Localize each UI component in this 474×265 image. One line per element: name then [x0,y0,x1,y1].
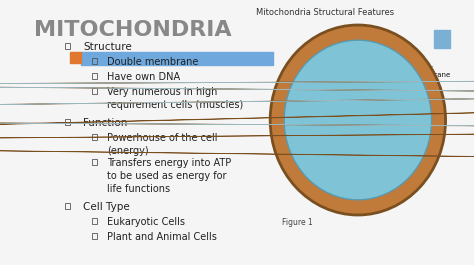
Ellipse shape [0,137,474,173]
Ellipse shape [0,76,474,124]
Text: Function: Function [83,118,128,128]
Text: Inner
Membrane: Inner Membrane [383,45,420,58]
Bar [434,30,450,48]
Bar [65,203,70,209]
Text: Very numerous in high
requirement cells (muscles): Very numerous in high requirement cells … [107,87,243,110]
Ellipse shape [0,77,474,103]
Text: MITOCHONDRIA: MITOCHONDRIA [34,20,231,40]
Ellipse shape [0,86,474,114]
Bar [92,134,97,139]
Ellipse shape [0,67,474,97]
Text: Cell Type: Cell Type [83,202,130,212]
Text: Matrix: Matrix [281,155,302,161]
Ellipse shape [0,101,474,149]
Bar [92,88,97,94]
Bar [92,233,97,238]
Text: Transfers energy into ATP
to be used as energy for
life functions: Transfers energy into ATP to be used as … [107,158,231,194]
Bar [70,52,81,63]
Ellipse shape [0,69,474,111]
Bar [65,119,70,125]
Text: Powerhouse of the cell
(energy): Powerhouse of the cell (energy) [107,133,217,156]
Text: Figure 1: Figure 1 [282,218,313,227]
Ellipse shape [0,110,474,140]
Ellipse shape [270,25,446,215]
Text: Cristae: Cristae [281,125,305,131]
Bar [92,159,97,165]
Text: Mitochondria Structural Features: Mitochondria Structural Features [255,8,394,17]
Text: Double membrane: Double membrane [107,57,198,67]
Ellipse shape [284,40,431,200]
Text: Eukaryotic Cells: Eukaryotic Cells [107,217,185,227]
Text: Structure: Structure [83,42,132,52]
Bar [92,73,97,78]
Ellipse shape [0,116,474,154]
Text: Have own DNA: Have own DNA [107,72,180,82]
Bar [92,218,97,223]
Bar [65,43,70,49]
Ellipse shape [0,57,474,107]
Ellipse shape [0,93,474,137]
Bar [81,52,273,65]
Text: Plant and Animal Cells: Plant and Animal Cells [107,232,217,242]
Text: Outer
Membrane: Outer Membrane [414,65,451,78]
Bar [92,58,97,64]
